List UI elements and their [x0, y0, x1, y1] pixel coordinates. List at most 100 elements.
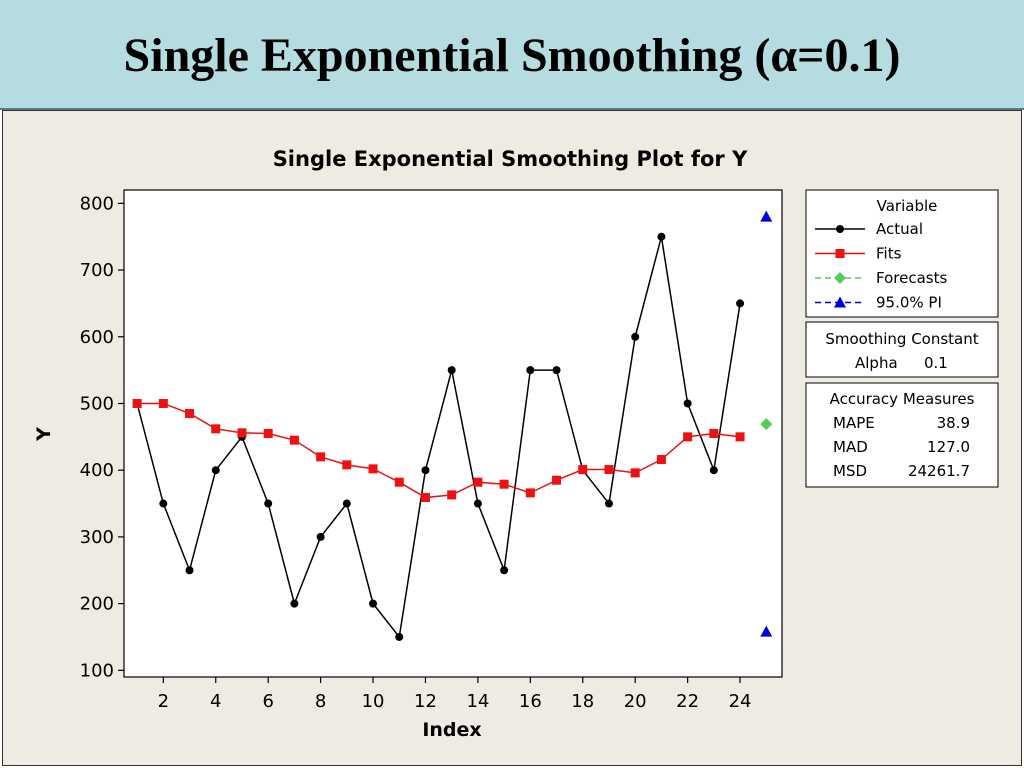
fits-point	[630, 468, 640, 478]
fits-point	[447, 490, 457, 500]
msd-value: 24261.7	[908, 462, 970, 480]
actual-point	[473, 499, 482, 508]
fits-point	[709, 429, 719, 438]
x-tick-label: 16	[519, 691, 542, 712]
fits-point	[656, 455, 666, 465]
fits-point	[499, 479, 509, 489]
actual-point	[631, 332, 640, 341]
fits-point	[289, 435, 299, 445]
slide-title: Single Exponential Smoothing (α=0.1)	[123, 29, 901, 82]
fits-point	[237, 428, 247, 438]
x-tick-label: 8	[315, 691, 326, 712]
accuracy-measures-box	[805, 382, 999, 488]
alpha-value: 0.1	[924, 354, 948, 372]
actual-point	[264, 499, 273, 508]
x-tick-label: 14	[466, 691, 489, 712]
x-tick-label: 10	[362, 691, 385, 712]
actual-point	[526, 366, 535, 375]
legend-label-95-0-pi: 95.0% PI	[876, 294, 942, 312]
actual-line	[136, 236, 741, 639]
actual-point	[657, 232, 666, 241]
mape-label: MAPE	[833, 414, 875, 432]
legend-marker-fits	[835, 249, 845, 258]
actual-point	[316, 532, 325, 541]
legend-marker-actual	[836, 225, 844, 233]
legend-entries: Actual Fits Forecasts 95.0% PI	[815, 220, 947, 312]
x-tick-label: 12	[414, 691, 437, 712]
x-axis-label: Index	[422, 719, 481, 741]
smoothing-constant-title: Smoothing Constant	[825, 330, 978, 348]
fits-point	[368, 464, 378, 474]
actual-point	[342, 499, 351, 508]
actual-point	[159, 499, 168, 508]
x-tick-label: 4	[210, 691, 221, 712]
fits-point	[525, 488, 535, 498]
fits-point	[604, 465, 614, 475]
x-tick-label: 18	[571, 691, 594, 712]
mad-label: MAD	[833, 438, 868, 456]
x-tick-label: 2	[158, 691, 169, 712]
x-tick-label: 22	[676, 691, 699, 712]
actual-point	[683, 399, 692, 408]
actual-point	[500, 566, 509, 575]
legend-label-forecasts: Forecasts	[876, 269, 947, 287]
fits-point	[342, 460, 352, 470]
x-tick-label: 6	[262, 691, 273, 712]
fits-point	[132, 398, 142, 408]
plot-area	[123, 189, 783, 678]
actual-point	[421, 466, 430, 475]
actual-point	[709, 466, 718, 475]
y-tick-label: 500	[80, 393, 114, 414]
y-tick-label: 100	[80, 660, 114, 681]
legend-title: Variable	[877, 197, 938, 215]
y-axis-label: Y	[33, 427, 55, 442]
forecasts-point	[760, 418, 773, 431]
actual-point	[604, 499, 613, 508]
x-tick-label: 24	[729, 691, 752, 712]
fits-point	[211, 424, 221, 434]
y-tick-label: 400	[80, 460, 114, 481]
95-0-pi-point	[760, 210, 773, 222]
actual-point	[736, 299, 745, 308]
accuracy-measures-title: Accuracy Measures	[830, 390, 975, 408]
95-0-pi-point	[760, 625, 773, 637]
mape-value: 38.9	[937, 414, 970, 432]
legend-marker-forecasts	[834, 272, 846, 284]
alpha-label: Alpha	[855, 354, 898, 372]
fits-point	[316, 452, 326, 462]
actual-point	[552, 366, 561, 375]
fits-point	[185, 408, 195, 418]
legend-label-actual: Actual	[876, 220, 923, 238]
fits-point	[263, 429, 273, 438]
fits-point	[420, 493, 430, 503]
fits-point	[552, 475, 562, 485]
actual-point	[447, 366, 456, 375]
actual-point	[395, 632, 404, 641]
fits-point	[394, 477, 404, 487]
fits-point	[683, 432, 693, 442]
actual-point	[369, 599, 378, 608]
chart-title: Single Exponential Smoothing Plot for Y	[273, 147, 748, 171]
msd-label: MSD	[833, 462, 867, 480]
actual-point	[211, 466, 220, 475]
smoothing-constant-box	[805, 321, 999, 378]
mad-value: 127.0	[927, 438, 970, 456]
legend-marker-95-0-pi	[834, 296, 846, 308]
slide-header: Single Exponential Smoothing (α=0.1)	[0, 0, 1024, 110]
fits-point	[735, 432, 745, 442]
actual-point	[290, 599, 299, 608]
legend-label-fits: Fits	[876, 245, 902, 263]
fits-point	[578, 465, 588, 475]
y-tick-label: 800	[80, 193, 114, 214]
actual-point	[185, 566, 194, 575]
fits-point	[158, 398, 168, 408]
fits-point	[473, 477, 483, 487]
y-tick-label: 300	[80, 527, 114, 548]
y-tick-label: 600	[80, 327, 114, 348]
x-tick-label: 20	[624, 691, 647, 712]
y-tick-label: 200	[80, 594, 114, 615]
y-tick-label: 700	[80, 260, 114, 281]
series-layer	[132, 210, 773, 641]
